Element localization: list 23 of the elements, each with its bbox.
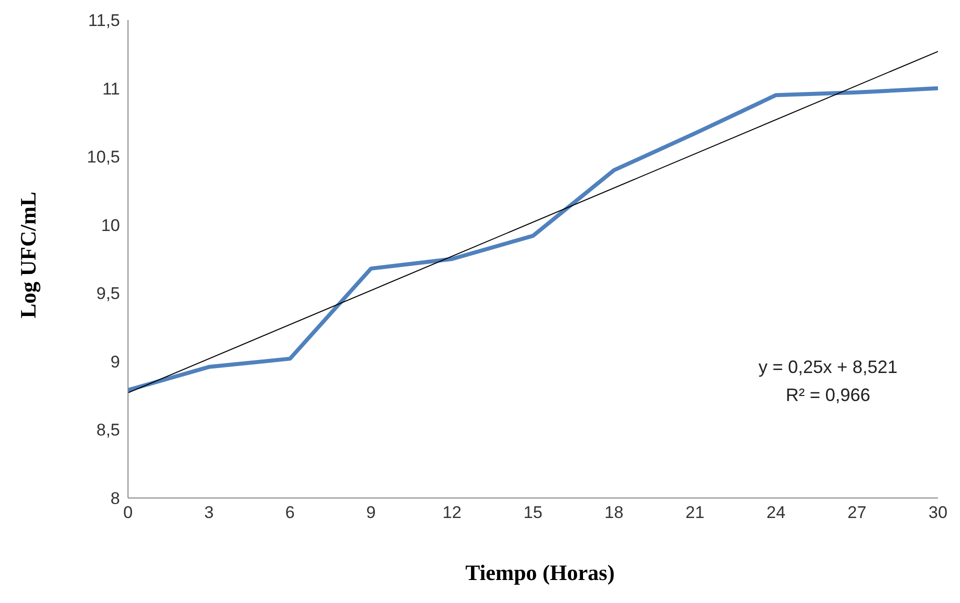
y-tick-label: 8 xyxy=(110,489,120,508)
x-tick-label: 6 xyxy=(285,503,295,522)
y-tick-label: 9 xyxy=(110,352,120,372)
annotation: R² = 0,966 xyxy=(784,384,872,407)
x-tick-label: 3 xyxy=(204,503,214,522)
y-tick-label: 10,5 xyxy=(86,148,120,167)
x-tick-label: 30 xyxy=(928,503,948,522)
y-axis-title: Log UFC/mL xyxy=(15,192,41,318)
x-tick-label: 18 xyxy=(604,503,624,522)
x-tick-label: 21 xyxy=(686,503,704,522)
y-tick-label: 8,5 xyxy=(96,420,120,440)
y-tick-label: 11,5 xyxy=(88,11,120,30)
x-tick-label: 27 xyxy=(848,503,866,522)
y-tick-label: 11 xyxy=(102,79,120,98)
x-tick-label: 15 xyxy=(524,503,542,522)
x-tick-label: 12 xyxy=(442,503,462,522)
y-tick-label: 9,5 xyxy=(96,284,120,304)
x-axis-title: Tiempo (Horas) xyxy=(464,560,616,586)
x-tick-label: 0 xyxy=(123,503,133,522)
annotation: y = 0,25x + 8,521 xyxy=(757,356,899,379)
x-tick-label: 24 xyxy=(766,503,786,522)
x-tick-label: 9 xyxy=(366,503,376,522)
y-tick-label: 10 xyxy=(101,216,120,235)
